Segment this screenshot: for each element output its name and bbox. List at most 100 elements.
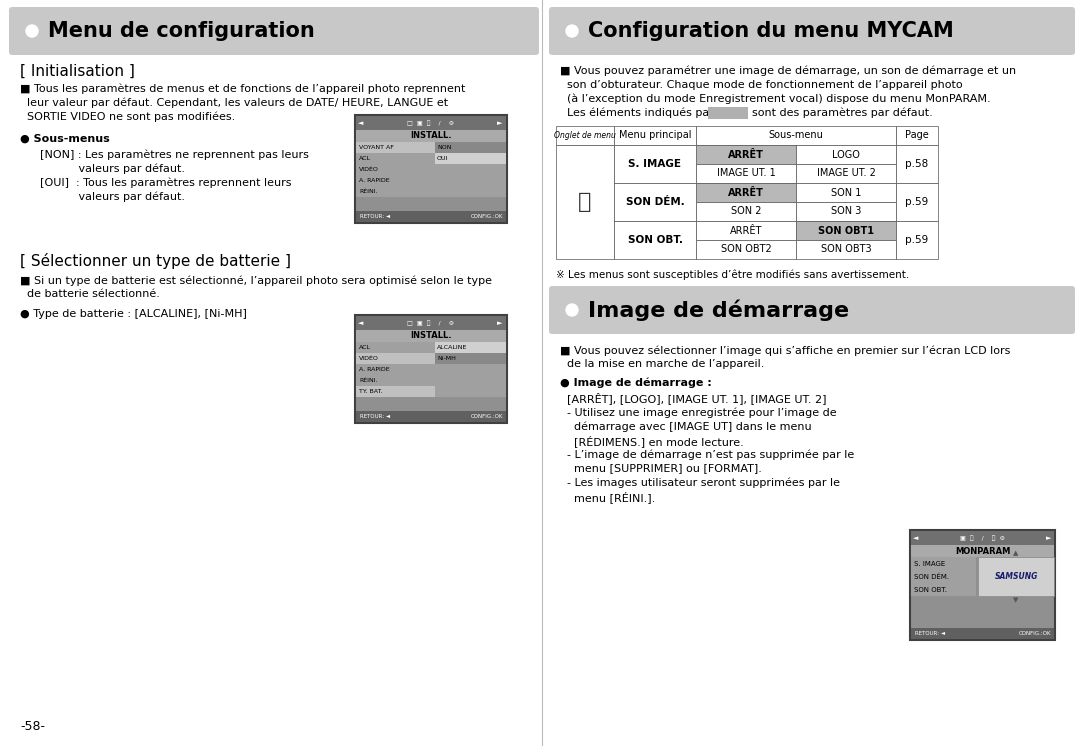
Text: RETOUR: ◄: RETOUR: ◄	[360, 414, 390, 419]
Bar	[356, 130, 507, 142]
Bar	[696, 183, 796, 202]
Text: RÉINI.: RÉINI.	[359, 378, 378, 383]
Text: Sous-menu: Sous-menu	[769, 131, 823, 140]
Bar	[896, 145, 939, 183]
Text: de la mise en marche de l’appareil.: de la mise en marche de l’appareil.	[561, 359, 765, 369]
Text: - L’image de démarrage n’est pas supprimée par le: - L’image de démarrage n’est pas supprim…	[561, 449, 854, 460]
Text: ►: ►	[1045, 535, 1051, 541]
Text: Menu de configuration: Menu de configuration	[48, 21, 314, 41]
Text: SON 1: SON 1	[831, 187, 861, 198]
Bar	[356, 375, 435, 386]
Bar	[615, 145, 696, 183]
Text: CONFIG.:OK: CONFIG.:OK	[1018, 631, 1051, 636]
Bar	[912, 628, 1054, 639]
Text: SAMSUNG: SAMSUNG	[995, 572, 1038, 581]
Circle shape	[566, 25, 578, 37]
Text: INSTALL.: INSTALL.	[410, 331, 451, 340]
Text: Ni-MH: Ni-MH	[437, 356, 456, 361]
Text: menu [SUPPRIMER] ou [FORMAT].: menu [SUPPRIMER] ou [FORMAT].	[561, 463, 761, 473]
Bar	[356, 330, 507, 342]
Text: ■ Tous les paramètres de menus et de fonctions de l’appareil photo reprennent: ■ Tous les paramètres de menus et de fon…	[21, 84, 465, 95]
Text: ALCALINE: ALCALINE	[437, 345, 468, 350]
Text: - Les images utilisateur seront supprimées par le: - Les images utilisateur seront supprimé…	[561, 477, 840, 487]
Text: ACL: ACL	[359, 156, 372, 161]
Bar	[356, 411, 507, 422]
Text: SON OBT.: SON OBT.	[914, 586, 947, 592]
Text: SON DÉM.: SON DÉM.	[914, 573, 949, 580]
Text: ARRÊT: ARRÊT	[728, 187, 764, 198]
Bar	[910, 530, 1055, 640]
Bar	[356, 364, 435, 375]
Text: VIDÉO: VIDÉO	[359, 167, 379, 172]
Text: OUI: OUI	[437, 156, 448, 161]
Text: [ARRÊT], [LOGO], [IMAGE UT. 1], [IMAGE UT. 2]: [ARRÊT], [LOGO], [IMAGE UT. 1], [IMAGE U…	[561, 392, 826, 404]
FancyBboxPatch shape	[9, 7, 539, 55]
Bar	[435, 142, 507, 153]
Text: RETOUR: ◄: RETOUR: ◄	[915, 631, 945, 636]
Bar	[896, 221, 939, 259]
Bar	[355, 315, 507, 423]
Bar	[615, 126, 696, 145]
Bar	[356, 164, 435, 175]
Text: valeurs par défaut.: valeurs par défaut.	[40, 163, 185, 174]
Text: ARRÊT: ARRÊT	[728, 149, 764, 160]
Text: □  ▣  ⓘ    /    ⚙: □ ▣ ⓘ / ⚙	[407, 120, 455, 126]
Bar	[615, 221, 696, 259]
Bar	[912, 545, 1054, 557]
Text: SON OBT2: SON OBT2	[720, 245, 771, 254]
Text: ● Sous-menus: ● Sous-menus	[21, 134, 110, 144]
Bar	[696, 164, 796, 183]
Text: ● Type de batterie : [ALCALINE], [Ni-MH]: ● Type de batterie : [ALCALINE], [Ni-MH]	[21, 309, 247, 319]
Text: TY. BAT.: TY. BAT.	[359, 389, 382, 394]
Bar	[912, 583, 976, 596]
Text: SON DÉM.: SON DÉM.	[625, 197, 685, 207]
Text: démarrage avec [IMAGE UT] dans le menu: démarrage avec [IMAGE UT] dans le menu	[561, 421, 812, 431]
Bar	[356, 142, 435, 153]
Text: Image de démarrage: Image de démarrage	[588, 299, 849, 321]
Bar	[896, 126, 939, 145]
Text: sont des paramètres par défaut.: sont des paramètres par défaut.	[752, 108, 933, 119]
Text: ►: ►	[497, 320, 502, 326]
Text: [ Initialisation ]: [ Initialisation ]	[21, 64, 135, 79]
Bar	[556, 145, 615, 259]
FancyBboxPatch shape	[549, 7, 1075, 55]
Text: Menu principal: Menu principal	[619, 131, 691, 140]
Text: NON: NON	[437, 145, 451, 150]
Text: MONPARAM: MONPARAM	[955, 547, 1010, 556]
Text: - Utilisez une image enregistrée pour l’image de: - Utilisez une image enregistrée pour l’…	[561, 407, 837, 418]
Bar	[796, 202, 896, 221]
Bar	[356, 186, 435, 197]
Bar	[912, 557, 976, 570]
Bar	[435, 386, 507, 397]
Text: SON 2: SON 2	[731, 207, 761, 216]
Text: p.58: p.58	[905, 159, 929, 169]
Text: SON OBT3: SON OBT3	[821, 245, 872, 254]
Bar	[912, 531, 1054, 545]
Text: CONFIG.:OK: CONFIG.:OK	[471, 414, 503, 419]
Text: Les éléments indiqués par: Les éléments indiqués par	[561, 108, 714, 119]
Text: ※ Les menus sont susceptibles d’être modifiés sans avertissement.: ※ Les menus sont susceptibles d’être mod…	[556, 269, 909, 280]
Text: [ Sélectionner un type de batterie ]: [ Sélectionner un type de batterie ]	[21, 253, 291, 269]
Text: ■ Vous pouvez sélectionner l’image qui s’affiche en premier sur l’écran LCD lors: ■ Vous pouvez sélectionner l’image qui s…	[561, 345, 1011, 356]
Text: S. IMAGE: S. IMAGE	[629, 159, 681, 169]
Bar	[708, 107, 748, 119]
Text: ◄: ◄	[913, 535, 918, 541]
Bar	[696, 240, 796, 259]
Text: [OUI]  : Tous les paramètres reprennent leurs: [OUI] : Tous les paramètres reprennent l…	[40, 177, 292, 187]
Bar	[356, 386, 435, 397]
Bar	[796, 145, 896, 164]
Bar	[356, 153, 435, 164]
Text: ■ Vous pouvez paramétrer une image de démarrage, un son de démarrage et un: ■ Vous pouvez paramétrer une image de dé…	[561, 66, 1016, 77]
Bar	[435, 153, 507, 164]
Bar	[356, 211, 507, 222]
Text: SON OBT.: SON OBT.	[627, 235, 683, 245]
Text: VOYANT AF: VOYANT AF	[359, 145, 394, 150]
Bar	[696, 126, 896, 145]
Text: SON OBT1: SON OBT1	[818, 225, 874, 236]
Text: A. RAPIDE: A. RAPIDE	[359, 367, 390, 372]
Bar	[435, 186, 507, 197]
Bar	[356, 316, 507, 330]
Text: VIDÉO: VIDÉO	[359, 356, 379, 361]
Text: [NON] : Les paramètres ne reprennent pas leurs: [NON] : Les paramètres ne reprennent pas…	[40, 149, 309, 160]
Text: CONFIG.:OK: CONFIG.:OK	[471, 214, 503, 219]
